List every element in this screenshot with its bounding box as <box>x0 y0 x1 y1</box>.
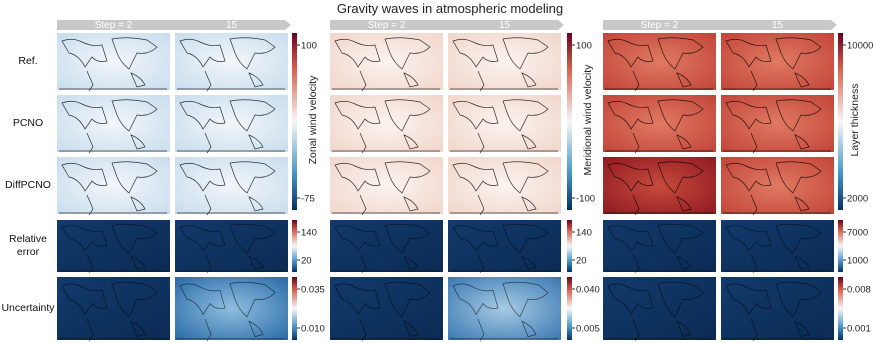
map-panel <box>448 277 561 340</box>
colorbar-tick-label: 100 <box>576 41 592 52</box>
colorbar-tick-label: 0.035 <box>301 285 325 296</box>
colorbar-tick-label: 0.001 <box>847 324 871 335</box>
colorbar-tick-label: 140 <box>301 228 317 239</box>
colorbar <box>838 277 843 340</box>
map-panel <box>330 95 443 152</box>
map-panel <box>175 220 288 272</box>
colorbar-tick-label: 20 <box>301 256 312 267</box>
colorbar-tick-label: 0.010 <box>301 324 325 335</box>
map-panel <box>57 220 170 272</box>
colorbar <box>292 220 297 272</box>
colorbar <box>292 33 297 210</box>
map-panel <box>175 277 288 340</box>
map-panel <box>330 220 443 272</box>
colorbar-tick-label: 0.040 <box>576 285 600 296</box>
colorbar-tick-label: 10000 <box>847 41 873 52</box>
map-panel <box>57 157 170 214</box>
map-panel <box>330 157 443 214</box>
colorbar-tick-label: 20 <box>576 256 587 267</box>
map-panel <box>330 33 443 90</box>
map-panel <box>57 33 170 90</box>
row-label: Uncertainty <box>1 301 55 314</box>
map-panel <box>448 33 561 90</box>
step-label: 15 <box>772 20 784 31</box>
step-label: Step = 2 <box>641 20 679 31</box>
map-panel <box>721 157 834 214</box>
figure-title: Gravity waves in atmospheric modeling <box>337 1 563 16</box>
colorbar-tick-label: 0.008 <box>847 285 871 296</box>
map-panel <box>603 277 716 340</box>
map-panel <box>603 220 716 272</box>
map-panel <box>57 277 170 340</box>
row-label: Ref. <box>18 54 38 67</box>
colorbar <box>567 33 572 210</box>
colorbar <box>838 33 843 210</box>
map-panel <box>448 95 561 152</box>
step-arrow <box>330 20 564 30</box>
row-label: DiffPCNO <box>5 178 51 191</box>
colorbar <box>838 220 843 272</box>
map-panel <box>175 157 288 214</box>
map-panel <box>603 33 716 90</box>
colorbar <box>567 277 572 340</box>
step-label: Step = 2 <box>368 20 406 31</box>
step-arrow <box>603 20 837 30</box>
step-label: 15 <box>226 20 238 31</box>
map-panel <box>448 157 561 214</box>
map-panel <box>175 95 288 152</box>
colorbar <box>567 220 572 272</box>
step-label: 15 <box>499 20 511 31</box>
map-panel <box>721 220 834 272</box>
map-panel <box>175 33 288 90</box>
map-panel <box>603 157 716 214</box>
colorbar-tick-label: -100 <box>576 194 595 205</box>
map-panel <box>721 95 834 152</box>
colorbar <box>292 277 297 340</box>
colorbar-tick-label: 140 <box>576 228 592 239</box>
colorbar-tick-label: 0.005 <box>576 324 600 335</box>
map-panel <box>330 277 443 340</box>
colorbar-label: Layer thickness <box>849 84 861 157</box>
map-panel <box>721 33 834 90</box>
map-panel <box>448 220 561 272</box>
colorbar-tick-label: -75 <box>301 194 315 205</box>
map-panel <box>57 95 170 152</box>
colorbar-tick-label: 1000 <box>847 256 868 267</box>
colorbar-tick-label: 100 <box>301 41 317 52</box>
step-label: Step = 2 <box>95 20 133 31</box>
map-panel <box>721 277 834 340</box>
step-arrow <box>57 20 291 30</box>
colorbar-tick-label: 2000 <box>847 194 868 205</box>
row-label: Relative error <box>9 233 47 258</box>
map-panel <box>603 95 716 152</box>
colorbar-label: Meridional wind velocity <box>582 64 594 176</box>
colorbar-label: Zonal wind velocity <box>307 75 319 164</box>
colorbar-tick-label: 7000 <box>847 228 868 239</box>
row-label: PCNO <box>12 116 44 129</box>
